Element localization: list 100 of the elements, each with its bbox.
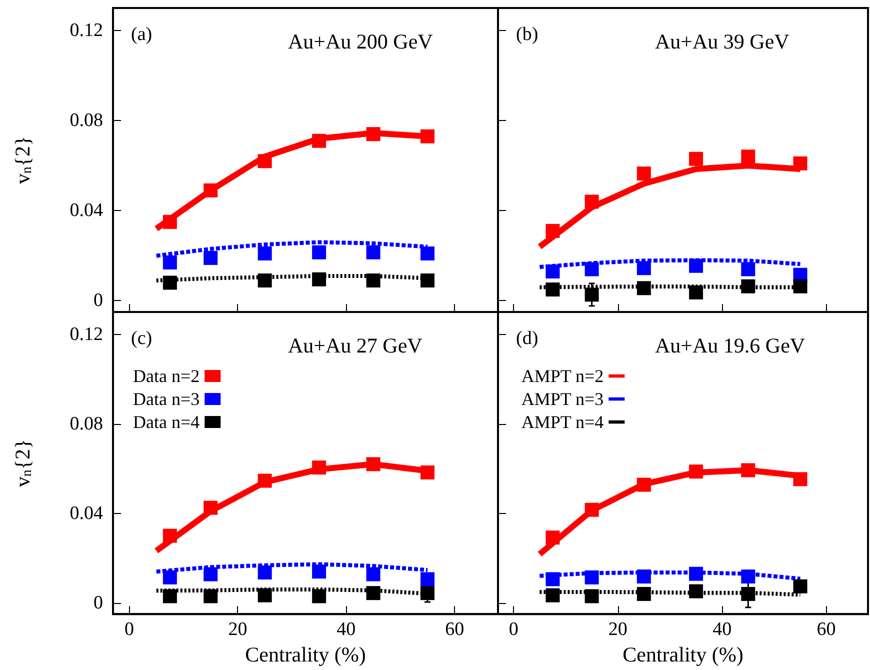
point (584, 288, 599, 302)
point (162, 276, 177, 290)
annotation: (a) (131, 24, 152, 45)
annotation: (b) (516, 24, 538, 45)
y-axis-title: vn{2} (10, 438, 35, 488)
y-tick-label: 0 (94, 592, 103, 614)
point (793, 472, 808, 486)
point (741, 262, 756, 276)
point (741, 279, 756, 294)
x-tick-label: 60 (816, 619, 836, 640)
point (366, 457, 380, 472)
text: Au+Au 200 GeV (288, 30, 433, 54)
point (312, 460, 326, 475)
point (162, 214, 177, 229)
point (636, 570, 651, 584)
point (204, 589, 218, 604)
point (162, 528, 177, 543)
point (584, 194, 599, 209)
point (741, 586, 756, 601)
point (420, 465, 435, 480)
point (689, 566, 704, 581)
point (546, 282, 560, 296)
point (584, 589, 599, 604)
point (636, 166, 651, 181)
x-tick-label: 40 (712, 619, 732, 640)
legend-label: AMPT n=3 (521, 389, 604, 409)
point (162, 255, 177, 270)
point (420, 246, 435, 260)
point (366, 127, 380, 142)
y-tick-label: 0.12 (70, 324, 103, 345)
point (741, 150, 756, 164)
legend-label: Data n=2 (132, 366, 200, 386)
point (258, 474, 272, 488)
point (366, 586, 380, 600)
point (546, 224, 560, 238)
legend-label: Data n=4 (132, 412, 200, 432)
text: Au+Au 27 GeV (288, 334, 422, 358)
point (584, 570, 599, 584)
point (258, 565, 272, 580)
point (258, 588, 272, 602)
y-tick-label: 0.08 (70, 413, 103, 434)
point (162, 570, 177, 584)
y-axis-title: vn{2} (10, 136, 35, 184)
x-tick-label: 60 (445, 619, 464, 640)
y-tick-label: 0.04 (70, 502, 104, 524)
point (689, 464, 704, 479)
x-axis-title: Centrality (%) (245, 642, 366, 666)
annotation: (d) (516, 328, 538, 349)
x-tick-label: 20 (608, 619, 628, 640)
point (420, 586, 435, 600)
point (258, 246, 272, 260)
point (312, 134, 326, 148)
point (420, 273, 435, 288)
point (689, 152, 704, 166)
point (366, 273, 380, 288)
point (420, 129, 435, 144)
point (793, 279, 808, 294)
point (366, 245, 380, 260)
point (312, 272, 326, 286)
x-tick-label: 0 (508, 619, 518, 640)
point (636, 281, 651, 296)
point (584, 502, 599, 517)
point (204, 183, 218, 198)
point (204, 250, 218, 265)
x-axis-title: Centrality (%) (622, 642, 744, 666)
point (258, 154, 272, 168)
point (204, 500, 218, 515)
point (546, 588, 560, 602)
annotation: (c) (131, 328, 152, 349)
point (636, 478, 651, 492)
point (793, 156, 808, 170)
point (312, 564, 326, 579)
text: Au+Au 19.6 GeV (655, 334, 806, 358)
point (793, 579, 808, 594)
point (689, 584, 704, 598)
y-tick-label: 0.08 (70, 110, 103, 132)
point (204, 567, 218, 582)
text: Au+Au 39 GeV (655, 30, 790, 54)
point (636, 261, 651, 276)
point (546, 530, 560, 545)
point (689, 258, 704, 273)
y-tick-label: 0.12 (70, 20, 103, 42)
point (312, 245, 326, 260)
point (689, 285, 704, 300)
point (546, 572, 560, 586)
legend-label: AMPT n=4 (521, 412, 604, 432)
x-tick-label: 40 (336, 619, 356, 640)
point (258, 273, 272, 288)
point (420, 572, 435, 586)
point (312, 589, 326, 604)
point (162, 589, 177, 604)
y-tick-label: 0.04 (70, 200, 104, 222)
x-tick-label: 20 (228, 619, 248, 640)
y-tick-label: 0 (94, 290, 103, 312)
legend-label: Data n=3 (132, 389, 200, 409)
point (741, 570, 756, 584)
legend-label: AMPT n=2 (521, 366, 604, 386)
point (366, 567, 380, 582)
x-tick-label: 0 (124, 619, 134, 640)
point (584, 262, 599, 276)
